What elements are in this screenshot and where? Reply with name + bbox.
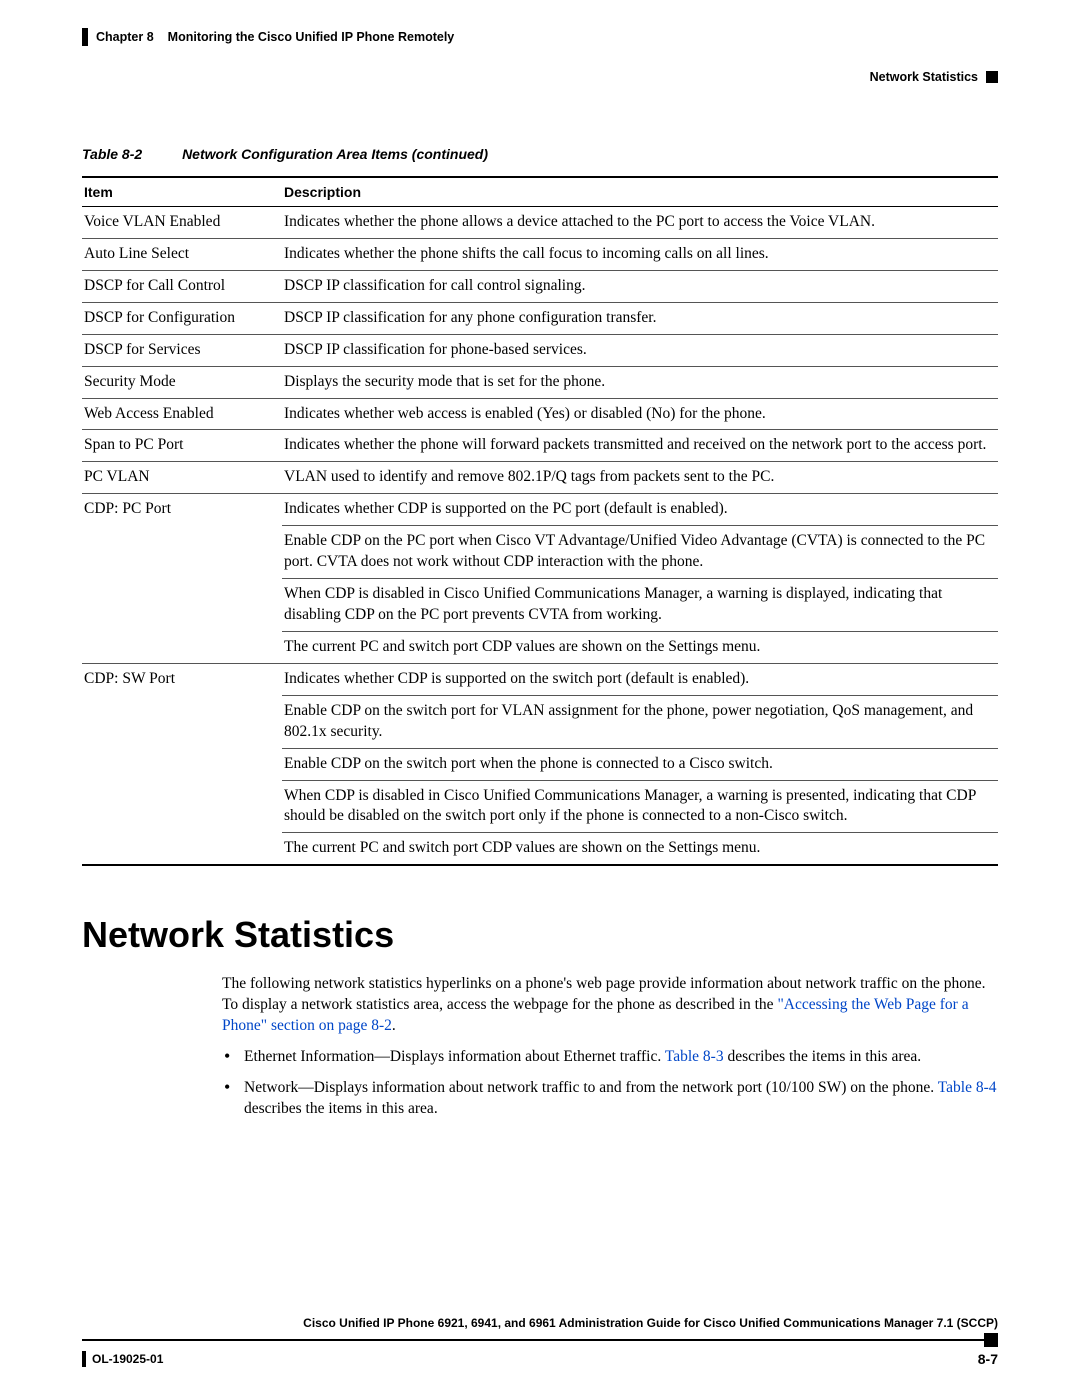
page-footer: Cisco Unified IP Phone 6921, 6941, and 6… <box>82 1316 998 1367</box>
col-item: Item <box>82 177 282 207</box>
cell-item <box>82 780 282 833</box>
cell-item: PC VLAN <box>82 462 282 494</box>
cell-description: Indicates whether the phone will forward… <box>282 430 998 462</box>
cell-item: DSCP for Services <box>82 334 282 366</box>
table-row: PC VLANVLAN used to identify and remove … <box>82 462 998 494</box>
table-caption: Table 8-2 Network Configuration Area Ite… <box>82 146 998 162</box>
list-item: Ethernet Information—Displays informatio… <box>222 1047 998 1068</box>
col-description: Description <box>282 177 998 207</box>
chapter-label: Chapter 8 <box>96 30 154 44</box>
table-row: Enable CDP on the switch port for VLAN a… <box>82 695 998 748</box>
cell-description: Enable CDP on the PC port when Cisco VT … <box>282 526 998 579</box>
cell-description: When CDP is disabled in Cisco Unified Co… <box>282 780 998 833</box>
cell-description: Indicates whether the phone shifts the c… <box>282 238 998 270</box>
cell-description: DSCP IP classification for any phone con… <box>282 302 998 334</box>
table-row: Security ModeDisplays the security mode … <box>82 366 998 398</box>
footer-rule <box>82 1339 984 1341</box>
cell-item: Security Mode <box>82 366 282 398</box>
table-row: Voice VLAN EnabledIndicates whether the … <box>82 207 998 239</box>
section-header-row: Network Statistics <box>82 70 998 84</box>
bullet-text-pre: Network—Displays information about netwo… <box>244 1079 938 1096</box>
table-row: DSCP for Call ControlDSCP IP classificat… <box>82 270 998 302</box>
table-row: Span to PC PortIndicates whether the pho… <box>82 430 998 462</box>
cell-item: DSCP for Configuration <box>82 302 282 334</box>
cell-item: CDP: SW Port <box>82 663 282 695</box>
table-number: Table 8-2 <box>82 146 142 162</box>
cell-description: DSCP IP classification for phone-based s… <box>282 334 998 366</box>
footer-bar-icon <box>82 1351 86 1367</box>
cell-item: Voice VLAN Enabled <box>82 207 282 239</box>
table-ref-link[interactable]: Table 8-4 <box>938 1079 997 1096</box>
cell-description: Indicates whether the phone allows a dev… <box>282 207 998 239</box>
cell-description: DSCP IP classification for call control … <box>282 270 998 302</box>
cell-item: CDP: PC Port <box>82 494 282 526</box>
cell-item: Web Access Enabled <box>82 398 282 430</box>
list-item: Network—Displays information about netwo… <box>222 1078 998 1120</box>
table-row: The current PC and switch port CDP value… <box>82 631 998 663</box>
config-table: Item Description Voice VLAN EnabledIndic… <box>82 176 998 866</box>
cell-item <box>82 748 282 780</box>
bullet-text-post: describes the items in this area. <box>244 1100 438 1117</box>
footer-square-icon <box>984 1333 998 1347</box>
footer-page-number: 8-7 <box>978 1351 998 1367</box>
cell-description: Indicates whether CDP is supported on th… <box>282 494 998 526</box>
cell-description: Indicates whether CDP is supported on th… <box>282 663 998 695</box>
cell-description: Enable CDP on the switch port for VLAN a… <box>282 695 998 748</box>
table-row: CDP: PC PortIndicates whether CDP is sup… <box>82 494 998 526</box>
table-row: Web Access EnabledIndicates whether web … <box>82 398 998 430</box>
table-row: Auto Line SelectIndicates whether the ph… <box>82 238 998 270</box>
table-row: CDP: SW PortIndicates whether CDP is sup… <box>82 663 998 695</box>
bullet-text-pre: Ethernet Information—Displays informatio… <box>244 1048 665 1065</box>
cell-description: Indicates whether web access is enabled … <box>282 398 998 430</box>
table-caption-title: Network Configuration Area Items (contin… <box>182 146 488 162</box>
table-row: When CDP is disabled in Cisco Unified Co… <box>82 780 998 833</box>
table-row: Enable CDP on the switch port when the p… <box>82 748 998 780</box>
section-heading: Network Statistics <box>82 914 998 956</box>
cell-item <box>82 579 282 632</box>
cell-item: Span to PC Port <box>82 430 282 462</box>
header-square-icon <box>986 71 998 83</box>
cell-item <box>82 526 282 579</box>
cell-item <box>82 631 282 663</box>
section-paragraph: The following network statistics hyperli… <box>222 974 998 1037</box>
cell-description: The current PC and switch port CDP value… <box>282 833 998 865</box>
bullet-text-post: describes the items in this area. <box>724 1048 922 1065</box>
cell-item <box>82 695 282 748</box>
table-row: DSCP for ServicesDSCP IP classification … <box>82 334 998 366</box>
cell-description: When CDP is disabled in Cisco Unified Co… <box>282 579 998 632</box>
table-row: The current PC and switch port CDP value… <box>82 833 998 865</box>
para-text-post: . <box>392 1017 396 1034</box>
table-row: DSCP for ConfigurationDSCP IP classifica… <box>82 302 998 334</box>
cell-item: DSCP for Call Control <box>82 270 282 302</box>
table-row: When CDP is disabled in Cisco Unified Co… <box>82 579 998 632</box>
header-bar-icon <box>82 28 88 46</box>
section-label: Network Statistics <box>870 70 978 84</box>
cell-description: Enable CDP on the switch port when the p… <box>282 748 998 780</box>
cell-description: Displays the security mode that is set f… <box>282 366 998 398</box>
cell-description: VLAN used to identify and remove 802.1P/… <box>282 462 998 494</box>
table-row: Enable CDP on the PC port when Cisco VT … <box>82 526 998 579</box>
bullet-list: Ethernet Information—Displays informatio… <box>222 1047 998 1120</box>
footer-guide-title: Cisco Unified IP Phone 6921, 6941, and 6… <box>82 1316 998 1330</box>
page-header: Chapter 8 Monitoring the Cisco Unified I… <box>82 28 998 46</box>
chapter-title: Monitoring the Cisco Unified IP Phone Re… <box>168 30 455 44</box>
cell-item: Auto Line Select <box>82 238 282 270</box>
cell-item <box>82 833 282 865</box>
footer-doc-id: OL-19025-01 <box>92 1352 163 1366</box>
table-ref-link[interactable]: Table 8-3 <box>665 1048 724 1065</box>
cell-description: The current PC and switch port CDP value… <box>282 631 998 663</box>
